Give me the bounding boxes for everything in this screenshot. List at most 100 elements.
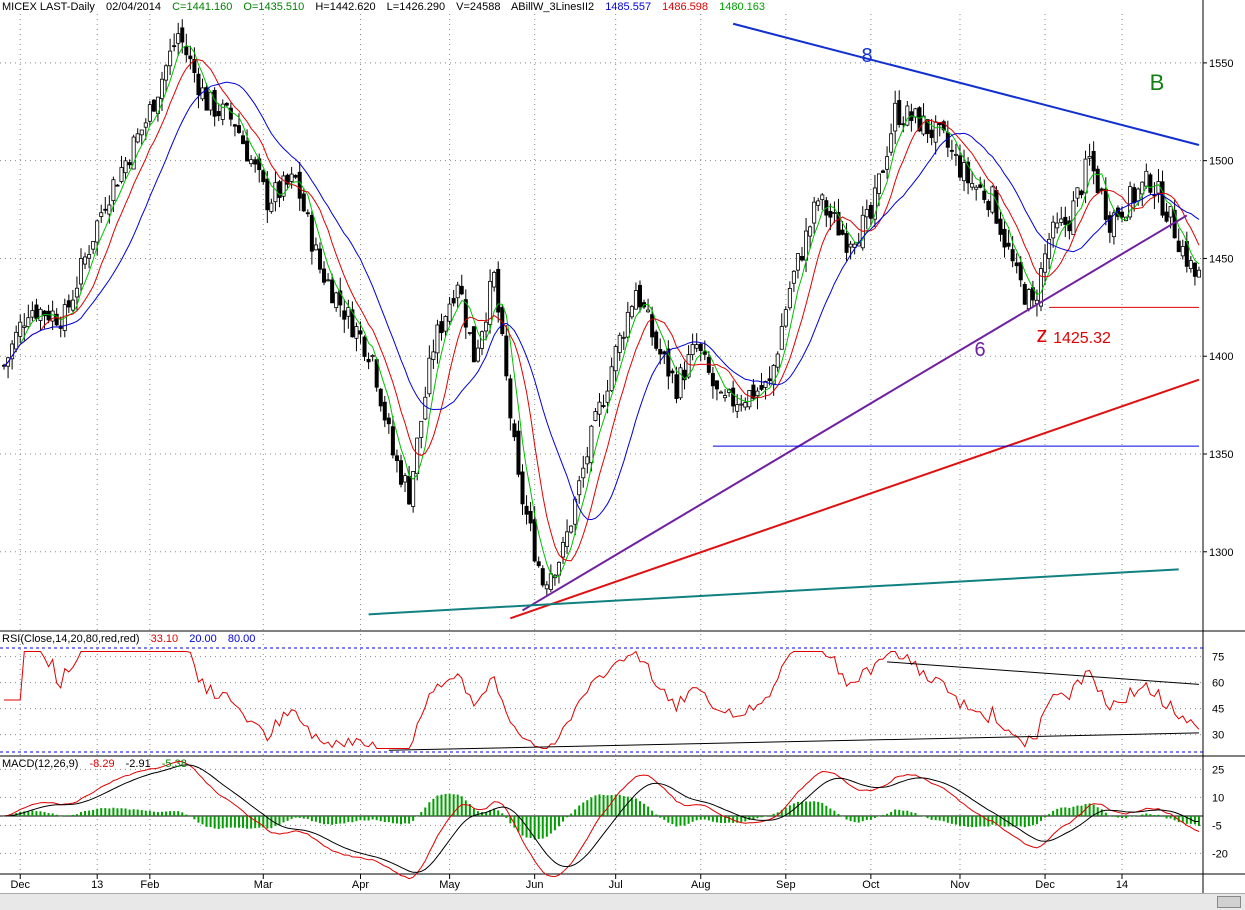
price-candle <box>1144 170 1149 187</box>
price-candle <box>666 348 671 377</box>
macd-histogram-bar <box>805 801 808 816</box>
macd-histogram-bar <box>728 816 731 823</box>
macd-histogram-bar <box>861 816 864 822</box>
price-candle <box>390 426 395 456</box>
macd-histogram-bar <box>902 810 905 816</box>
price-candle <box>686 354 691 378</box>
price-candle <box>763 381 768 388</box>
macd-histogram-bar <box>298 816 301 818</box>
macd-histogram-bar <box>691 816 694 822</box>
macd-histogram-bar <box>849 816 852 822</box>
price-candle <box>54 313 59 326</box>
price-candle <box>755 390 760 397</box>
macd-histogram-bar <box>736 816 739 823</box>
price-candle <box>427 357 432 395</box>
time-tick-label: 13 <box>91 879 103 891</box>
price-candle <box>439 321 444 334</box>
macd-tick-label: -20 <box>1212 848 1228 860</box>
macd-histogram-bar <box>655 814 658 816</box>
price-candle <box>544 584 549 590</box>
price-candle <box>929 129 934 138</box>
price-candle <box>184 46 189 56</box>
price-candle <box>1128 186 1133 218</box>
macd-histogram-bar <box>801 802 804 816</box>
macd-histogram-bar <box>509 816 512 824</box>
price-candle <box>690 344 695 355</box>
macd-histogram-bar <box>201 816 204 825</box>
rsi-tick-label: 60 <box>1212 678 1224 690</box>
price-candle <box>394 455 399 462</box>
price-candle <box>512 423 517 438</box>
macd-histogram-bar <box>120 808 123 816</box>
macd-histogram-bar <box>391 816 394 824</box>
price-candle <box>868 205 873 219</box>
macd-histogram-bar <box>784 807 787 816</box>
price-candle <box>637 284 642 308</box>
macd-histogram-bar <box>306 816 309 819</box>
macd-histogram-bar <box>1068 807 1071 816</box>
price-candle <box>10 343 15 360</box>
trendline <box>368 568 1179 616</box>
price-candle <box>147 104 152 122</box>
price-candle <box>844 233 849 253</box>
macd-histogram-bar <box>460 796 463 816</box>
rsi-trendline <box>388 732 1199 751</box>
rsi-trendline <box>887 661 1200 685</box>
indicator-name: ABillW_3LinesII2 <box>510 1 595 13</box>
macd-histogram-bar <box>23 811 26 816</box>
price-candle <box>723 395 728 399</box>
macd-histogram-bar <box>75 814 78 816</box>
macd-histogram-bar <box>205 816 208 827</box>
price-candle <box>443 316 448 332</box>
macd-histogram-bar <box>574 809 577 816</box>
price-candle <box>759 385 764 390</box>
macd-histogram-bar <box>323 816 326 825</box>
horizontal-scrollbar[interactable] <box>0 893 1245 910</box>
price-candle <box>889 133 894 153</box>
macd-histogram-bar <box>1149 814 1152 816</box>
price-candle <box>848 243 853 248</box>
price-candle <box>536 561 541 567</box>
price-candle <box>585 456 590 465</box>
macd-histogram-bar <box>586 800 589 816</box>
price-candle <box>804 230 809 261</box>
price-candle <box>277 181 282 198</box>
macd-histogram-bar <box>663 816 666 820</box>
macd-histogram-bar <box>910 812 913 816</box>
macd-histogram-bar <box>165 811 168 816</box>
price-candle <box>38 308 43 321</box>
macd-histogram-bar <box>331 816 334 825</box>
price-candle <box>168 50 173 67</box>
macd-histogram-bar <box>926 816 929 819</box>
price-candle <box>46 310 51 321</box>
price-candle <box>962 162 967 182</box>
macd-histogram-bar <box>351 816 354 823</box>
price-candle <box>119 167 124 182</box>
scroll-thumb[interactable] <box>1217 896 1241 908</box>
macd-histogram-bar <box>258 816 261 828</box>
macd-histogram-bar <box>161 811 164 816</box>
macd-histogram-bar <box>136 809 139 816</box>
macd-histogram-bar <box>399 816 402 825</box>
price-candle <box>1091 150 1096 172</box>
price-candle <box>678 367 683 399</box>
macd-histogram-bar <box>971 816 974 828</box>
macd-histogram-bar <box>242 816 245 828</box>
macd-histogram-bar <box>699 816 702 820</box>
price-candle <box>87 254 92 259</box>
price-candle <box>1047 238 1052 259</box>
price-candle <box>330 279 335 304</box>
low-value: L=1426.290 <box>386 1 446 13</box>
price-candle <box>463 299 468 328</box>
price-candle <box>273 182 278 203</box>
macd-histogram-bar <box>1108 815 1111 817</box>
price-candle <box>581 467 586 479</box>
price-candle <box>1136 188 1141 202</box>
macd-histogram-bar <box>837 814 840 816</box>
price-candle <box>398 460 403 485</box>
price-candle <box>492 272 497 288</box>
macd-histogram-bar <box>1173 816 1176 821</box>
macd-histogram-bar <box>1039 816 1042 821</box>
price-candle <box>1196 269 1201 278</box>
macd-histogram-bar <box>197 816 200 823</box>
